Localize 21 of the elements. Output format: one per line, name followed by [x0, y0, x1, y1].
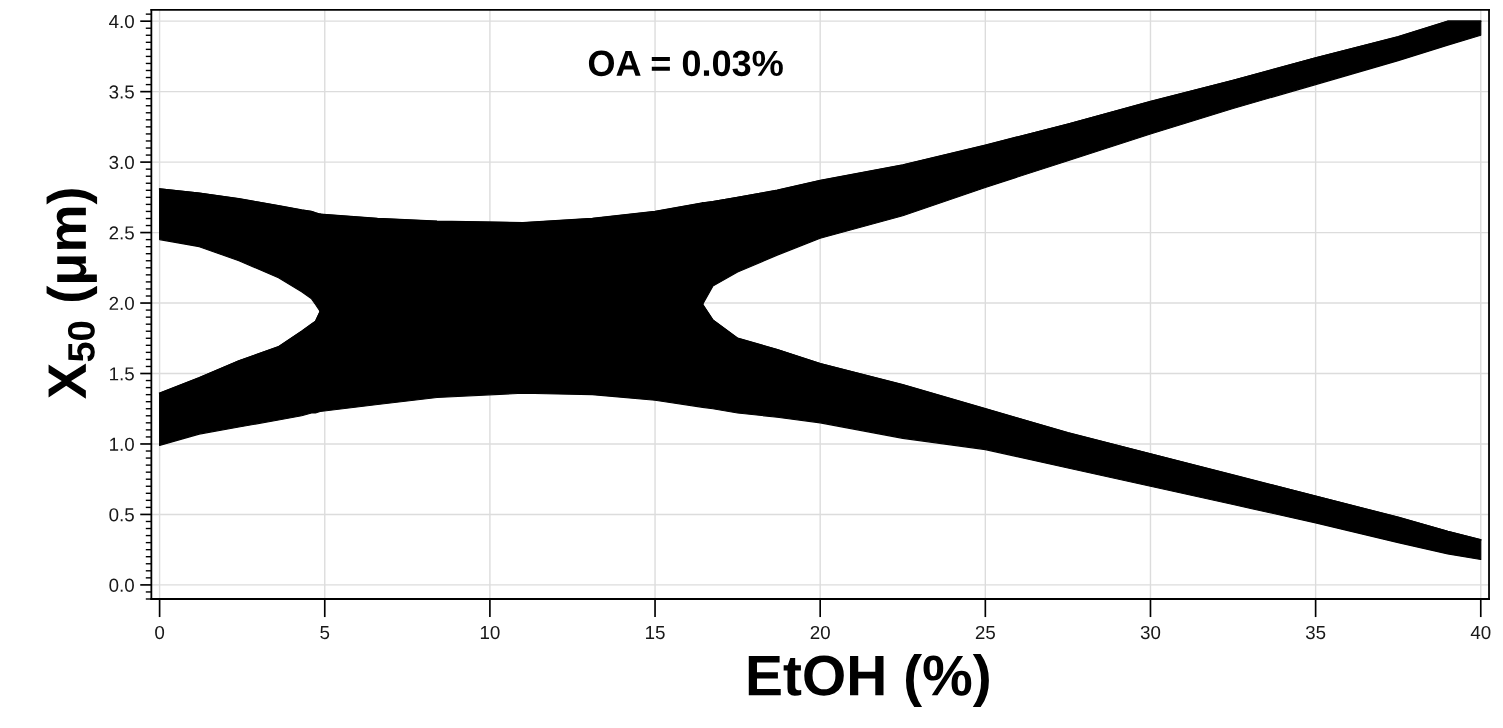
y-tick-label: 3.0 [109, 155, 134, 170]
x-tick-label: 40 [1470, 625, 1491, 640]
x-tick-label: 10 [480, 625, 500, 640]
y-tick-label: 1.0 [110, 437, 134, 451]
y-tick-label: 0.5 [109, 508, 134, 522]
x-tick-label: 5 [320, 626, 330, 640]
x-tick-label: 35 [1305, 625, 1326, 640]
x-tick-label: 30 [1140, 625, 1161, 640]
x-axis-title: EtOH (%) [748, 653, 989, 708]
x-tick-label: 20 [810, 625, 830, 640]
y-tick-label: 0.0 [109, 578, 134, 592]
y-tick-label: 2.5 [109, 226, 134, 240]
y-tick-label: 3.5 [109, 85, 134, 99]
y-tick-label: 1.5 [110, 367, 134, 381]
y-axis-title: X$_{50}$ (μm) [46, 189, 98, 399]
x-tick-label: 25 [975, 625, 995, 640]
x-tick-label: 0 [155, 625, 165, 640]
y-tick-label: 4.0 [109, 14, 134, 29]
x-tick-label: 15 [646, 626, 665, 640]
annotation: OA = 0.03% [588, 50, 783, 77]
y-tick-label: 2.0 [109, 296, 134, 311]
